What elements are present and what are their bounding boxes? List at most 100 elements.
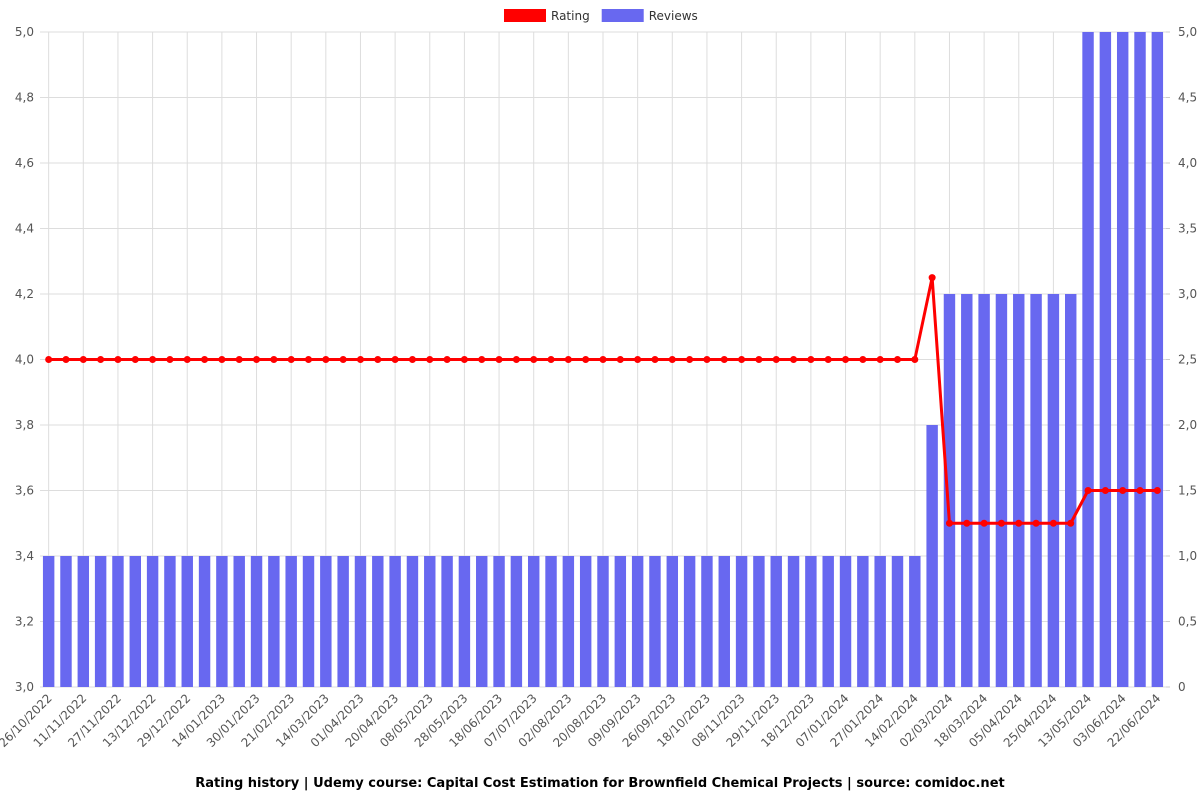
bar bbox=[961, 294, 973, 687]
point bbox=[235, 356, 243, 363]
point bbox=[478, 356, 486, 363]
bar bbox=[250, 556, 263, 687]
point bbox=[305, 356, 313, 363]
point bbox=[322, 356, 330, 363]
point bbox=[45, 356, 53, 363]
bar bbox=[198, 556, 211, 687]
y-tick-label: 4,8 bbox=[15, 91, 34, 105]
y2-tick-label: 4,5 bbox=[1178, 91, 1197, 105]
point bbox=[599, 356, 607, 363]
y-tick-label: 3,8 bbox=[15, 418, 34, 432]
point bbox=[183, 356, 191, 363]
point bbox=[218, 356, 226, 363]
point bbox=[824, 356, 832, 363]
y2-tick-label: 5,0 bbox=[1178, 25, 1197, 39]
point bbox=[1032, 519, 1040, 527]
bar bbox=[753, 556, 765, 687]
point bbox=[720, 356, 728, 363]
point bbox=[928, 274, 936, 282]
point bbox=[738, 356, 746, 363]
point bbox=[149, 356, 157, 363]
bar bbox=[337, 556, 349, 687]
bar bbox=[1116, 32, 1129, 687]
point bbox=[547, 356, 555, 363]
y2-tick-label: 2,5 bbox=[1178, 353, 1197, 367]
bar bbox=[216, 556, 228, 687]
point bbox=[166, 356, 174, 363]
point bbox=[443, 356, 451, 363]
point bbox=[859, 356, 867, 363]
point bbox=[997, 519, 1005, 527]
point bbox=[530, 356, 538, 363]
point bbox=[201, 356, 209, 363]
point bbox=[270, 356, 278, 363]
bar bbox=[112, 556, 124, 687]
point bbox=[582, 356, 590, 363]
bar bbox=[60, 556, 72, 687]
point bbox=[963, 519, 971, 527]
bar bbox=[320, 556, 332, 687]
point bbox=[651, 356, 659, 363]
bar bbox=[735, 556, 748, 687]
bar bbox=[805, 556, 817, 687]
bar bbox=[1065, 294, 1077, 687]
bar bbox=[822, 556, 834, 687]
point bbox=[1015, 519, 1023, 527]
point bbox=[876, 356, 884, 363]
point bbox=[790, 356, 798, 363]
bar bbox=[285, 556, 297, 687]
bar bbox=[874, 556, 886, 687]
y2-tick-label: 3,0 bbox=[1178, 287, 1197, 301]
bar bbox=[441, 556, 453, 687]
bar bbox=[770, 556, 782, 687]
point bbox=[1101, 487, 1109, 494]
bar bbox=[424, 556, 436, 687]
bar bbox=[94, 556, 107, 687]
point bbox=[339, 356, 347, 363]
point bbox=[1153, 487, 1161, 494]
bar bbox=[995, 294, 1008, 687]
y2-tick-label: 1,0 bbox=[1178, 549, 1197, 563]
bar bbox=[683, 556, 696, 687]
y-tick-label: 5,0 bbox=[15, 25, 34, 39]
point bbox=[495, 356, 503, 363]
bar bbox=[891, 556, 904, 687]
bar bbox=[926, 425, 938, 687]
bar bbox=[354, 556, 367, 687]
bar bbox=[597, 556, 609, 687]
y-tick-label: 4,4 bbox=[15, 222, 34, 236]
bar bbox=[1134, 32, 1146, 687]
point bbox=[62, 356, 70, 363]
bar bbox=[1013, 294, 1025, 687]
legend-swatch bbox=[601, 9, 644, 22]
y2-tick-label: 3,5 bbox=[1178, 222, 1197, 236]
point bbox=[287, 356, 295, 363]
point bbox=[616, 356, 624, 363]
bar bbox=[302, 556, 315, 687]
point bbox=[391, 356, 399, 363]
y-tick-label: 3,0 bbox=[15, 680, 34, 694]
bar bbox=[978, 294, 990, 687]
bar bbox=[701, 556, 713, 687]
point bbox=[253, 356, 261, 363]
bar bbox=[649, 556, 661, 687]
point bbox=[114, 356, 122, 363]
point bbox=[1067, 519, 1075, 527]
bar bbox=[372, 556, 384, 687]
point bbox=[1136, 487, 1144, 494]
point bbox=[374, 356, 382, 363]
point bbox=[893, 356, 901, 363]
bar bbox=[458, 556, 471, 687]
bar bbox=[1030, 294, 1042, 687]
chart-caption: Rating history | Udemy course: Capital C… bbox=[195, 776, 1004, 791]
y-tick-label: 3,4 bbox=[15, 549, 34, 563]
y2-tick-label: 1,5 bbox=[1178, 484, 1197, 498]
point bbox=[980, 519, 988, 527]
legend-swatch bbox=[504, 9, 546, 22]
y-tick-label: 4,0 bbox=[15, 353, 34, 367]
bar bbox=[1151, 32, 1164, 687]
bar bbox=[406, 556, 419, 687]
bar bbox=[493, 556, 505, 687]
legend-label: Reviews bbox=[649, 9, 698, 23]
